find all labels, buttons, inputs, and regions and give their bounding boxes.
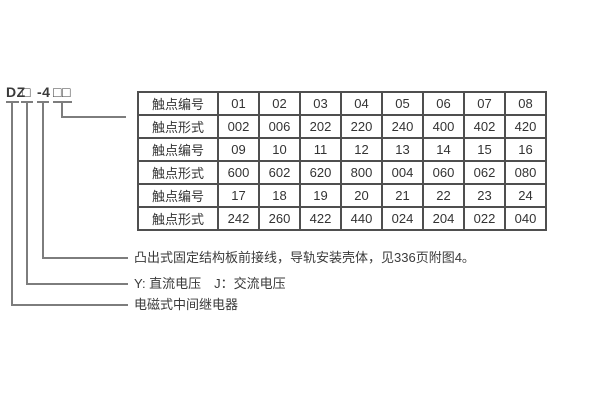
contact-table: 触点编号 01 02 03 04 05 06 07 08 触点形式 002 00… — [137, 91, 547, 231]
table-cell: 220 — [340, 114, 383, 139]
table-row: 触点编号 09 10 11 12 13 14 15 16 — [137, 137, 547, 162]
connector-line-vertical-3 — [42, 101, 44, 259]
table-row: 触点编号 17 18 19 20 21 22 23 24 — [137, 183, 547, 208]
table-cell: 024 — [381, 206, 424, 231]
table-cell: 22 — [422, 183, 465, 208]
table-cell: 24 — [504, 183, 547, 208]
table-cell: 204 — [422, 206, 465, 231]
model-dash-number: -4 — [37, 84, 51, 100]
legend-mounting-note: 凸出式固定结构板前接线，导轨安装壳体，见336页附图4。 — [134, 250, 475, 265]
legend-voltage-types: Y: 直流电压 J：交流电压 — [134, 276, 286, 291]
table-cell: 202 — [299, 114, 342, 139]
table-cell: 07 — [463, 91, 506, 116]
table-row: 触点形式 002 006 202 220 240 400 402 420 — [137, 114, 547, 139]
table-cell: 402 — [463, 114, 506, 139]
table-cell: 400 — [422, 114, 465, 139]
row-label: 触点形式 — [137, 114, 219, 139]
table-cell: 17 — [217, 183, 260, 208]
table-row: 触点编号 01 02 03 04 05 06 07 08 — [137, 91, 547, 116]
table-cell: 20 — [340, 183, 383, 208]
table-cell: 620 — [299, 160, 342, 185]
table-cell: 13 — [381, 137, 424, 162]
row-label: 触点形式 — [137, 206, 219, 231]
table-cell: 18 — [258, 183, 301, 208]
model-placeholder-box: □ — [22, 84, 31, 100]
connector-line-to-legend2 — [26, 283, 128, 285]
table-cell: 002 — [217, 114, 260, 139]
table-cell: 08 — [504, 91, 547, 116]
table-cell: 240 — [381, 114, 424, 139]
table-cell: 14 — [422, 137, 465, 162]
model-placeholder-boxes: □□ — [53, 84, 71, 100]
table-cell: 23 — [463, 183, 506, 208]
table-cell: 06 — [422, 91, 465, 116]
connector-line-to-table — [61, 116, 126, 118]
table-cell: 060 — [422, 160, 465, 185]
table-cell: 800 — [340, 160, 383, 185]
table-cell: 062 — [463, 160, 506, 185]
table-cell: 440 — [340, 206, 383, 231]
row-label: 触点编号 — [137, 137, 219, 162]
connector-line-to-legend3 — [11, 304, 128, 306]
table-cell: 02 — [258, 91, 301, 116]
table-cell: 420 — [504, 114, 547, 139]
table-cell: 600 — [217, 160, 260, 185]
table-cell: 15 — [463, 137, 506, 162]
table-row: 触点形式 600 602 620 800 004 060 062 080 — [137, 160, 547, 185]
table-cell: 21 — [381, 183, 424, 208]
table-cell: 09 — [217, 137, 260, 162]
table-cell: 022 — [463, 206, 506, 231]
row-label: 触点编号 — [137, 91, 219, 116]
model-prefix: DZ — [6, 84, 26, 100]
table-cell: 01 — [217, 91, 260, 116]
connector-line-vertical-2 — [26, 101, 28, 285]
table-cell: 080 — [504, 160, 547, 185]
table-cell: 16 — [504, 137, 547, 162]
table-cell: 422 — [299, 206, 342, 231]
connector-line-vertical-1 — [11, 101, 13, 306]
connector-line-vertical-4 — [61, 101, 63, 118]
table-cell: 040 — [504, 206, 547, 231]
connector-line-to-legend1 — [42, 257, 128, 259]
table-cell: 260 — [258, 206, 301, 231]
table-cell: 602 — [258, 160, 301, 185]
table-cell: 05 — [381, 91, 424, 116]
table-cell: 03 — [299, 91, 342, 116]
table-cell: 004 — [381, 160, 424, 185]
legend-relay-type: 电磁式中间继电器 — [134, 297, 239, 312]
table-cell: 04 — [340, 91, 383, 116]
table-cell: 11 — [299, 137, 342, 162]
table-cell: 12 — [340, 137, 383, 162]
table-cell: 006 — [258, 114, 301, 139]
table-cell: 242 — [217, 206, 260, 231]
row-label: 触点编号 — [137, 183, 219, 208]
row-label: 触点形式 — [137, 160, 219, 185]
table-cell: 10 — [258, 137, 301, 162]
table-cell: 19 — [299, 183, 342, 208]
table-row: 触点形式 242 260 422 440 024 204 022 040 — [137, 206, 547, 231]
